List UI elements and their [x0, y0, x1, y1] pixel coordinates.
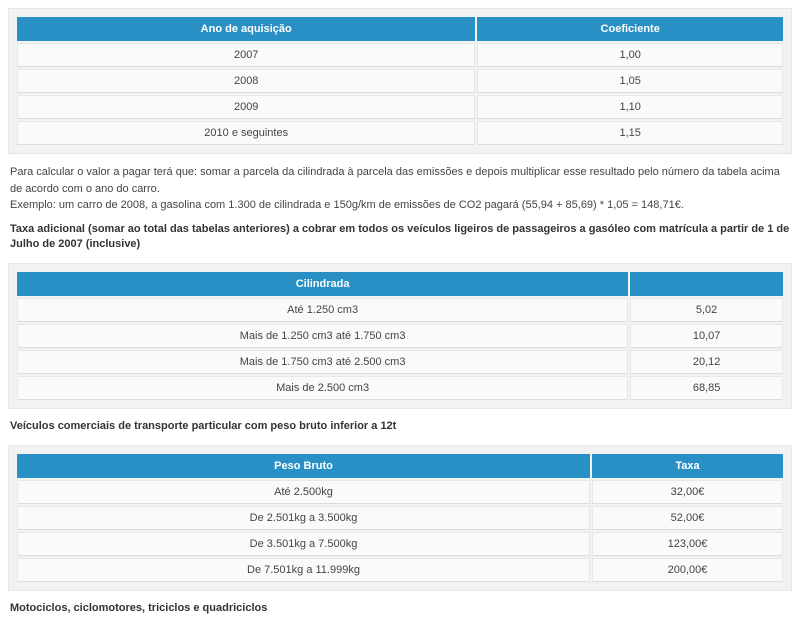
table-row: De 2.501kg a 3.500kg52,00€ [17, 506, 783, 530]
table-cell: 68,85 [630, 376, 783, 400]
paragraph-calc: Para calcular o valor a pagar terá que: … [10, 164, 790, 214]
table-body: Até 2.500kg32,00€De 2.501kg a 3.500kg52,… [17, 480, 783, 582]
table-cell: De 3.501kg a 7.500kg [17, 532, 590, 556]
table-row: Mais de 1.750 cm3 até 2.500 cm320,12 [17, 350, 783, 374]
table-cell: De 7.501kg a 11.999kg [17, 558, 590, 582]
table-row: Até 2.500kg32,00€ [17, 480, 783, 504]
table-cell: 2009 [17, 95, 475, 119]
table-cell: 1,00 [477, 43, 783, 67]
table-header-row: Peso Bruto Taxa [17, 454, 783, 478]
table-cell: 2007 [17, 43, 475, 67]
table-cell: Até 1.250 cm3 [17, 298, 628, 322]
table-row: 20091,10 [17, 95, 783, 119]
table-row: 2010 e seguintes1,15 [17, 121, 783, 145]
table-row: 20071,00 [17, 43, 783, 67]
cilindrada-table-wrap: Cilindrada Até 1.250 cm35,02Mais de 1.25… [8, 263, 792, 409]
peso-bruto-table: Peso Bruto Taxa Até 2.500kg32,00€De 2.50… [15, 452, 785, 584]
paragraph-calc-line2: Exemplo: um carro de 2008, a gasolina co… [10, 199, 684, 211]
table-row: Até 1.250 cm35,02 [17, 298, 783, 322]
peso-bruto-table-wrap: Peso Bruto Taxa Até 2.500kg32,00€De 2.50… [8, 445, 792, 591]
table-cell: Até 2.500kg [17, 480, 590, 504]
col-valor [630, 272, 783, 296]
table-row: De 7.501kg a 11.999kg200,00€ [17, 558, 783, 582]
col-peso-bruto: Peso Bruto [17, 454, 590, 478]
coeficiente-table-wrap: Ano de aquisição Coeficiente 20071,00200… [8, 8, 792, 154]
table-cell: Mais de 1.750 cm3 até 2.500 cm3 [17, 350, 628, 374]
heading-motociclos: Motociclos, ciclomotores, triciclos e qu… [10, 601, 790, 617]
heading-veiculos-comerciais: Veículos comerciais de transporte partic… [10, 419, 790, 435]
table-cell: 200,00€ [592, 558, 783, 582]
table-body: Até 1.250 cm35,02Mais de 1.250 cm3 até 1… [17, 298, 783, 400]
table-row: De 3.501kg a 7.500kg123,00€ [17, 532, 783, 556]
col-ano: Ano de aquisição [17, 17, 475, 41]
cilindrada-table: Cilindrada Até 1.250 cm35,02Mais de 1.25… [15, 270, 785, 402]
table-cell: 2010 e seguintes [17, 121, 475, 145]
table-header-row: Cilindrada [17, 272, 783, 296]
col-taxa: Taxa [592, 454, 783, 478]
table-cell: 1,15 [477, 121, 783, 145]
table-cell: Mais de 1.250 cm3 até 1.750 cm3 [17, 324, 628, 348]
col-cilindrada: Cilindrada [17, 272, 628, 296]
table-cell: 32,00€ [592, 480, 783, 504]
col-coeficiente: Coeficiente [477, 17, 783, 41]
table-header-row: Ano de aquisição Coeficiente [17, 17, 783, 41]
table-cell: 5,02 [630, 298, 783, 322]
table-cell: 2008 [17, 69, 475, 93]
table-row: Mais de 1.250 cm3 até 1.750 cm310,07 [17, 324, 783, 348]
table-cell: 1,10 [477, 95, 783, 119]
table-cell: Mais de 2.500 cm3 [17, 376, 628, 400]
table-cell: De 2.501kg a 3.500kg [17, 506, 590, 530]
heading-taxa-adicional: Taxa adicional (somar ao total das tabel… [10, 222, 790, 254]
table-cell: 1,05 [477, 69, 783, 93]
table-row: 20081,05 [17, 69, 783, 93]
table-cell: 123,00€ [592, 532, 783, 556]
table-body: 20071,0020081,0520091,102010 e seguintes… [17, 43, 783, 145]
table-cell: 10,07 [630, 324, 783, 348]
table-cell: 20,12 [630, 350, 783, 374]
coeficiente-table: Ano de aquisição Coeficiente 20071,00200… [15, 15, 785, 147]
paragraph-calc-line1: Para calcular o valor a pagar terá que: … [10, 166, 780, 195]
table-cell: 52,00€ [592, 506, 783, 530]
table-row: Mais de 2.500 cm368,85 [17, 376, 783, 400]
